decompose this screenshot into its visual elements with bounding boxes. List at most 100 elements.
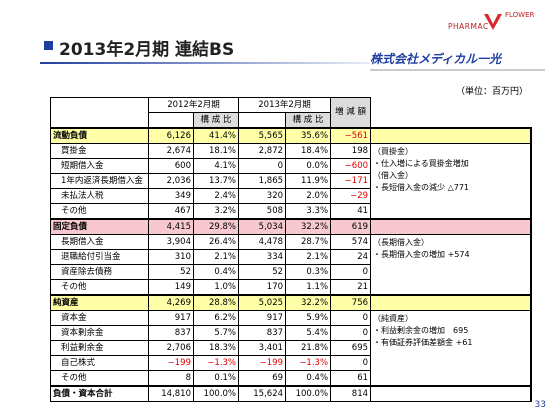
- notes-blank: [370, 385, 532, 402]
- cell-value: 3,401: [238, 340, 287, 356]
- cell-value: 1,865: [238, 173, 287, 189]
- item-row: 自己株式 −199 −1.3% −199 −1.3% 0: [50, 355, 531, 371]
- section-row: 純資産 4,269 28.8% 5,025 32.2% 756: [50, 294, 532, 311]
- cell-value: 0.4%: [285, 370, 332, 387]
- cell-value: 756: [330, 294, 372, 311]
- note-line: （長期借入金）: [373, 238, 430, 247]
- cell-value: 4,415: [148, 218, 194, 235]
- row-label: 負債・資本合計: [50, 385, 149, 402]
- note-line: ・長短借入金の減少 △771: [373, 183, 469, 192]
- row-label: 流動負債: [50, 127, 149, 144]
- cell-value: −1.3%: [192, 355, 240, 371]
- cell-value: 0: [330, 355, 372, 371]
- cell-value: 2,706: [148, 340, 194, 356]
- cell-value: 35.6%: [285, 127, 332, 144]
- cell-value: 52: [148, 264, 194, 280]
- item-row: 資本金 917 6.2% 917 5.9% 0 （純資産） ・利益剰余金の増加 695 ・有価証…: [50, 310, 532, 387]
- cell-value: 0.3%: [285, 264, 332, 280]
- cell-value: 3.3%: [285, 203, 332, 220]
- cell-value: 3.2%: [192, 203, 240, 220]
- cell-value: −199: [148, 355, 194, 371]
- cell-value: 28.8%: [192, 294, 240, 311]
- unit: （単位：百万円）: [455, 87, 528, 97]
- header-blank: [50, 97, 149, 129]
- item-row: 未払法人税 349 2.4% 320 2.0% −29: [50, 188, 531, 204]
- cell-value: 18.3%: [192, 340, 240, 356]
- row-label: 未払法人税: [50, 188, 149, 204]
- cell-value: 4.1%: [192, 158, 240, 174]
- cell-value: −561: [330, 127, 372, 144]
- cell-value: 24: [330, 249, 372, 265]
- item-row: 資産除去債務 52 0.4% 52 0.3% 0: [50, 264, 531, 280]
- cell-value: 2,872: [238, 143, 287, 159]
- logo-mark-inner: [488, 14, 498, 24]
- row-label: 利益剰余金: [50, 340, 149, 356]
- cell-value: 21: [330, 279, 372, 296]
- company-name: 株式会社メディカル一光: [370, 52, 502, 66]
- cell-value: 6,126: [148, 127, 194, 144]
- section-row: 流動負債 6,126 41.4% 5,565 35.6% −561: [50, 127, 532, 144]
- cell-value: 0.4%: [192, 264, 240, 280]
- cell-value: 26.4%: [192, 234, 240, 250]
- cell-value: −171: [330, 173, 372, 189]
- cell-value: 52: [238, 264, 287, 280]
- cell-value: 6.2%: [192, 310, 240, 326]
- row-label: 退職給付引当金: [50, 249, 149, 265]
- cell-value: −199: [238, 355, 287, 371]
- item-row: 買掛金 2,674 18.1% 2,872 18.4% 198 （買掛金） ・仕入増による買掛…: [50, 143, 532, 220]
- row-label: その他: [50, 279, 149, 296]
- cell-value: 69: [238, 370, 287, 387]
- header-blank: [371, 98, 531, 129]
- period-header: 2012年2月期: [147, 97, 240, 113]
- notes-blank: [370, 218, 532, 235]
- item-row: 退職給付引当金 310 2.1% 334 2.1% 24: [50, 249, 531, 265]
- balance-table: 2012年2月期 2013年2月期増 減 額構 成 比構 成 比流動負債 6,126…: [50, 97, 532, 402]
- row-label: 純資産: [50, 294, 149, 311]
- cell-value: 917: [148, 310, 194, 326]
- cell-value: 32.2%: [285, 218, 332, 235]
- logo-right: FLOWER: [505, 11, 535, 19]
- cell-value: 619: [330, 218, 372, 235]
- cell-value: 41.4%: [192, 127, 240, 144]
- cell-value: 5.4%: [285, 325, 332, 341]
- row-label: 1年内返済長期借入金: [50, 173, 149, 189]
- ratio-header: 構 成 比: [192, 112, 240, 129]
- cell-value: 3,904: [148, 234, 194, 250]
- row-label: その他: [50, 203, 149, 220]
- row-label: 自己株式: [50, 355, 149, 371]
- row-label: 固定負債: [50, 218, 149, 235]
- header-blank: [238, 112, 287, 129]
- note-line: （借入金）: [373, 171, 414, 180]
- item-row: その他 149 1.0% 170 1.1% 21: [50, 279, 531, 296]
- cell-value: 2.1%: [285, 249, 332, 265]
- cell-value: 0: [330, 325, 372, 341]
- cell-value: 2,036: [148, 173, 194, 189]
- diff-header: 増 減 額: [330, 97, 372, 129]
- header-row: 2012年2月期 2013年2月期増 減 額: [50, 97, 531, 129]
- cell-value: 0.1%: [192, 370, 240, 387]
- title-bullet: [44, 41, 53, 50]
- cell-value: 0: [330, 264, 372, 280]
- cell-value: 1.1%: [285, 279, 332, 296]
- cell-value: 2.1%: [192, 249, 240, 265]
- cell-value: 4,478: [238, 234, 287, 250]
- cell-value: 5.9%: [285, 310, 332, 326]
- cell-value: 198: [330, 143, 372, 159]
- cell-value: 61: [330, 370, 372, 387]
- period-header: 2013年2月期: [238, 97, 332, 113]
- total-row: 負債・資本合計 14,810 100.0% 15,624 100.0% 814: [50, 385, 532, 402]
- cell-value: 29.8%: [192, 218, 240, 235]
- cell-value: −29: [330, 188, 372, 204]
- notes: （長期借入金） ・長期借入金の増加 +574: [370, 234, 532, 296]
- item-row: その他 467 3.2% 508 3.3% 41: [50, 203, 531, 220]
- row-label: その他: [50, 370, 149, 387]
- cell-value: 508: [238, 203, 287, 220]
- cell-value: 170: [238, 279, 287, 296]
- cell-value: 837: [238, 325, 287, 341]
- cell-value: 5,565: [238, 127, 287, 144]
- cell-value: 32.2%: [285, 294, 332, 311]
- note-line: ・利益剰余金の増加 695: [373, 326, 469, 335]
- cell-value: 600: [148, 158, 194, 174]
